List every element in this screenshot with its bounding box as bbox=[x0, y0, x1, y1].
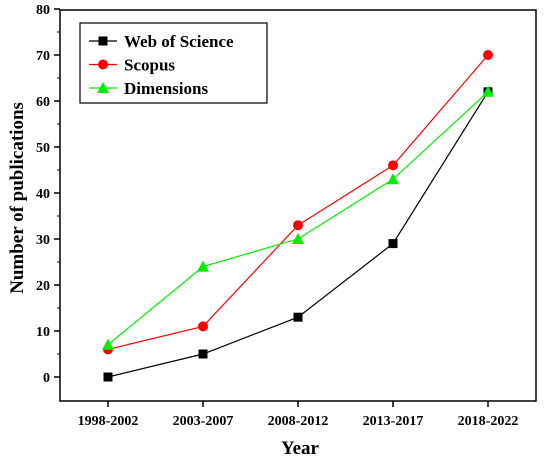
data-point bbox=[103, 372, 113, 382]
data-point bbox=[483, 50, 493, 60]
y-tick-label: 30 bbox=[36, 233, 50, 248]
y-tick-label: 80 bbox=[36, 3, 50, 18]
legend-entry: Dimensions bbox=[89, 79, 208, 98]
legend-marker bbox=[97, 82, 109, 93]
data-point bbox=[293, 220, 303, 231]
x-tick-label: 2003-2007 bbox=[173, 414, 234, 429]
data-point bbox=[387, 173, 399, 185]
legend-marker bbox=[98, 59, 108, 70]
data-point bbox=[293, 312, 303, 322]
legend-box bbox=[79, 22, 268, 104]
x-tick-label: 2018-2022 bbox=[458, 414, 519, 429]
y-tick-label: 10 bbox=[36, 325, 50, 340]
y-axis-ticks: 0 10 20 30 40 50 60 70 80 bbox=[36, 3, 60, 386]
legend-entry: Web of Science bbox=[89, 32, 234, 51]
y-axis-title: Number of publications bbox=[7, 102, 28, 294]
x-tick-label: 1998-2002 bbox=[78, 414, 139, 429]
legend-label: Dimensions bbox=[124, 79, 208, 98]
y-tick-label: 20 bbox=[36, 279, 50, 294]
y-tick-label: 50 bbox=[36, 141, 50, 156]
data-point bbox=[198, 349, 208, 359]
legend-label: Scopus bbox=[124, 56, 175, 75]
x-axis-title: Year bbox=[281, 438, 320, 459]
legend: Web of Science Scopus Dimensions bbox=[79, 22, 268, 104]
x-tick-label: 2013-2017 bbox=[363, 414, 424, 429]
y-tick-label: 60 bbox=[36, 95, 50, 110]
data-point bbox=[388, 239, 398, 249]
legend-label: Web of Science bbox=[124, 32, 234, 51]
data-point bbox=[388, 160, 398, 171]
series-dimensions bbox=[102, 85, 494, 350]
data-point bbox=[197, 260, 209, 272]
series-lines bbox=[102, 50, 494, 382]
series-scopus bbox=[103, 50, 493, 355]
y-tick-label: 40 bbox=[36, 187, 50, 202]
y-tick-label: 70 bbox=[36, 49, 50, 64]
legend-marker bbox=[98, 36, 108, 46]
data-point bbox=[198, 321, 208, 332]
legend-entry: Scopus bbox=[89, 56, 175, 75]
x-tick-label: 2008-2012 bbox=[268, 414, 329, 429]
y-tick-label: 0 bbox=[43, 371, 50, 386]
data-point bbox=[102, 338, 114, 350]
data-point bbox=[292, 233, 304, 244]
x-axis-ticks: 1998-2002 2003-2007 2008-2012 2013-2017 2018… bbox=[78, 401, 519, 429]
data-point bbox=[482, 85, 494, 97]
series-line bbox=[107, 91, 489, 346]
